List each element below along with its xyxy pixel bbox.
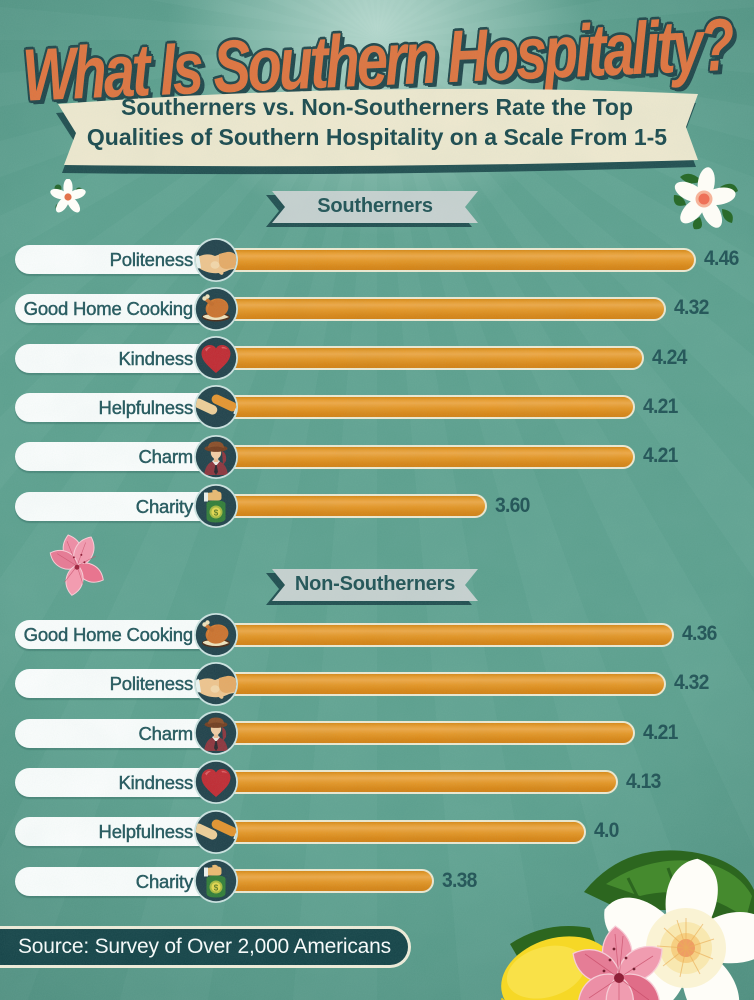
svg-text:$: $ — [214, 884, 219, 893]
svg-text:$: $ — [214, 509, 219, 518]
